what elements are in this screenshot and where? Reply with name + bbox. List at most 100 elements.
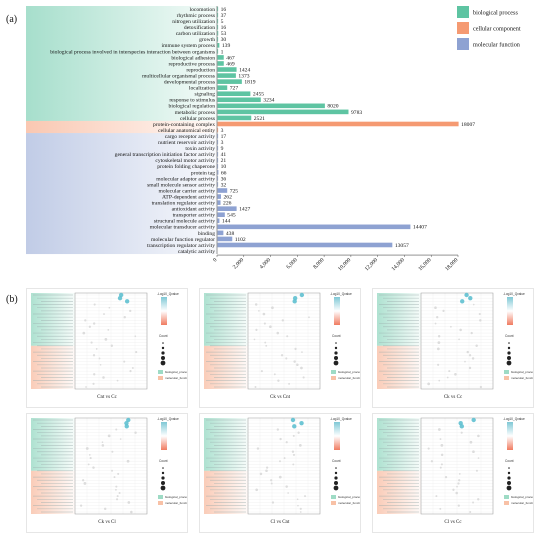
scatter-point <box>258 310 260 312</box>
colorbar <box>334 297 340 325</box>
scatter-point <box>107 434 111 438</box>
scatter-point <box>471 417 476 423</box>
bar <box>217 242 393 248</box>
bar <box>217 170 219 175</box>
category-label: localization <box>189 86 215 92</box>
category-label: molecular adaptor activity <box>156 176 215 182</box>
category-label: catalytic activity <box>178 249 215 255</box>
group-legend-swatch <box>504 370 509 374</box>
scatter-point <box>438 379 441 382</box>
plot-frame <box>74 417 148 515</box>
group-legend-swatch <box>158 370 163 374</box>
scatter-point <box>287 492 289 494</box>
bar <box>217 18 219 24</box>
scatter-point <box>456 485 458 488</box>
scatter-point <box>124 299 130 304</box>
group-legend-swatch <box>331 501 336 505</box>
colorbar <box>507 422 513 450</box>
legend-swatch <box>457 22 469 34</box>
colorbar-label: -Log10_Qvalue <box>330 417 352 421</box>
panel-a-label: (a) <box>6 14 18 25</box>
category-label: metabolic process <box>175 110 215 116</box>
value-label: 21 <box>221 158 227 164</box>
scatter-point <box>472 450 475 454</box>
group-band <box>26 6 217 121</box>
category-label: biological process involved in interspec… <box>50 49 215 55</box>
bar <box>217 115 252 121</box>
scatter-point <box>265 469 268 473</box>
scatter-point <box>296 363 299 367</box>
size-legend-dot <box>334 471 338 475</box>
subplot-title: Cl vs Cnt <box>270 520 290 525</box>
value-label: 262 <box>224 194 233 200</box>
bar <box>217 164 219 169</box>
scatter-point <box>285 485 288 488</box>
scatter-point <box>99 363 102 366</box>
scatter-point <box>92 354 96 357</box>
subplot-title: Ck vs Cnt <box>269 395 290 400</box>
bar <box>217 218 220 224</box>
group-legend-label: biological_process <box>165 495 187 499</box>
scatter-subplot: -Log10_Qvalue Count biological_processmole… <box>372 288 537 408</box>
size-legend-dot <box>507 351 511 355</box>
size-legend-dot <box>334 481 338 485</box>
scatter-plot-svg: -Log10_Qvalue Count biological_processmole… <box>204 417 364 515</box>
scatter-point <box>85 447 89 450</box>
bar <box>217 6 219 12</box>
value-label: 3 <box>221 128 224 134</box>
group-band <box>204 470 248 514</box>
size-legend-dot <box>160 360 166 366</box>
group-legend-label: biological_process <box>165 370 187 374</box>
bar <box>217 30 219 36</box>
scatter-point <box>88 325 91 328</box>
group-legend-label: biological_process <box>338 495 360 499</box>
scatter-point <box>468 354 472 357</box>
value-label: 1 <box>221 49 224 55</box>
scatter-point <box>103 313 105 316</box>
scatter-point <box>283 457 286 460</box>
colorbar-label: -Log10_Qvalue <box>503 292 525 296</box>
category-label: molecular function regulator <box>151 236 215 243</box>
scatter-point <box>259 472 263 476</box>
scatter-point <box>437 363 440 366</box>
scatter-point <box>285 357 288 360</box>
scatter-point <box>288 382 291 385</box>
value-label: 438 <box>226 231 235 237</box>
scatter-point <box>430 460 434 463</box>
value-label: 66 <box>221 170 227 176</box>
scatter-point <box>107 328 110 331</box>
scatter-point <box>442 309 445 312</box>
panel-b-label: (b) <box>6 294 18 305</box>
category-label: nitrogen utilization <box>172 19 215 25</box>
category-label: molecular carrier activity <box>158 188 215 194</box>
category-label: cellular process <box>180 116 215 122</box>
bar <box>217 194 222 199</box>
bar <box>217 127 219 133</box>
scatter-point <box>123 360 126 363</box>
scatter-point <box>256 447 260 450</box>
size-legend-label: Count <box>332 459 341 463</box>
group-band <box>204 293 248 346</box>
value-label: 139 <box>222 43 231 49</box>
scatter-point <box>458 479 461 482</box>
scatter-point <box>477 498 480 501</box>
bar <box>217 91 251 97</box>
scatter-subplot: -Log10_Qvalue Count biological_processmole… <box>26 288 191 408</box>
value-label: 9783 <box>351 110 362 116</box>
x-tick-label: 0 <box>212 257 218 263</box>
x-tick-label: 10,000 <box>337 257 352 272</box>
scatter-point <box>470 331 473 335</box>
scatter-point <box>111 469 114 472</box>
scatter-point <box>434 322 437 325</box>
value-label: 725 <box>230 188 239 194</box>
scatter-point <box>279 460 281 463</box>
scatter-point <box>294 347 297 351</box>
group-band <box>31 418 75 471</box>
scatter-point <box>304 495 307 498</box>
category-label: response to stimulus <box>169 98 215 104</box>
scatter-point <box>254 386 257 388</box>
scatter-point <box>84 319 87 322</box>
scatter-point <box>437 335 441 338</box>
legend-label: biological process <box>473 10 518 17</box>
scatter-point <box>82 331 86 335</box>
